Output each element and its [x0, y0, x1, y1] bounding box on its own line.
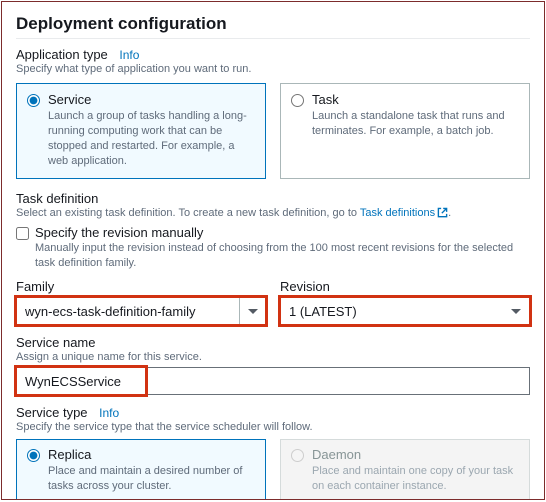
- tile-daemon-title: Daemon: [312, 447, 519, 462]
- tile-task-title: Task: [312, 92, 519, 107]
- revision-label: Revision: [280, 279, 530, 294]
- family-label: Family: [16, 279, 266, 294]
- tile-replica-desc: Place and maintain a desired number of t…: [48, 464, 255, 494]
- chevron-down-icon: [239, 298, 265, 324]
- application-type-label: Application type Info: [16, 47, 530, 62]
- external-link-icon: [437, 207, 448, 221]
- application-type-info-link[interactable]: Info: [119, 48, 139, 62]
- tile-service[interactable]: Service Launch a group of tasks handling…: [16, 83, 266, 179]
- revision-select[interactable]: 1 (LATEST): [280, 297, 530, 325]
- service-type-label: Service type Info: [16, 405, 530, 420]
- family-select[interactable]: wyn-ecs-task-definition-family: [16, 297, 266, 325]
- radio-service[interactable]: [27, 94, 40, 107]
- tile-daemon-desc: Place and maintain one copy of your task…: [312, 464, 519, 494]
- service-name-input[interactable]: [16, 367, 146, 395]
- service-type-info-link[interactable]: Info: [99, 406, 119, 420]
- service-name-label: Service name: [16, 335, 530, 350]
- radio-daemon: [291, 449, 304, 462]
- service-type-text: Service type: [16, 405, 88, 420]
- specify-revision-helper: Manually input the revision instead of c…: [35, 241, 530, 271]
- application-type-text: Application type: [16, 47, 108, 62]
- radio-replica[interactable]: [27, 449, 40, 462]
- tile-service-desc: Launch a group of tasks handling a long-…: [48, 109, 255, 168]
- specify-revision-label: Specify the revision manually: [35, 225, 203, 240]
- tile-replica-title: Replica: [48, 447, 255, 462]
- chevron-down-icon: [503, 298, 529, 324]
- revision-value: 1 (LATEST): [281, 304, 503, 319]
- tile-service-title: Service: [48, 92, 255, 107]
- family-value: wyn-ecs-task-definition-family: [17, 304, 239, 319]
- task-definitions-link-text: Task definitions: [360, 207, 435, 219]
- tile-replica[interactable]: Replica Place and maintain a desired num…: [16, 439, 266, 500]
- tile-task[interactable]: Task Launch a standalone task that runs …: [280, 83, 530, 179]
- page-title: Deployment configuration: [16, 14, 530, 39]
- tile-task-desc: Launch a standalone task that runs and t…: [312, 109, 519, 139]
- specify-revision-checkbox[interactable]: [16, 227, 29, 240]
- service-name-helper: Assign a unique name for this service.: [16, 351, 530, 363]
- task-def-helper-prefix: Select an existing task definition. To c…: [16, 207, 360, 219]
- service-type-helper: Specify the service type that the servic…: [16, 421, 530, 433]
- task-definition-helper: Select an existing task definition. To c…: [16, 207, 530, 221]
- radio-task[interactable]: [291, 94, 304, 107]
- task-definitions-link[interactable]: Task definitions: [360, 207, 448, 219]
- application-type-helper: Specify what type of application you wan…: [16, 63, 530, 75]
- task-definition-label: Task definition: [16, 191, 530, 206]
- tile-daemon: Daemon Place and maintain one copy of yo…: [280, 439, 530, 500]
